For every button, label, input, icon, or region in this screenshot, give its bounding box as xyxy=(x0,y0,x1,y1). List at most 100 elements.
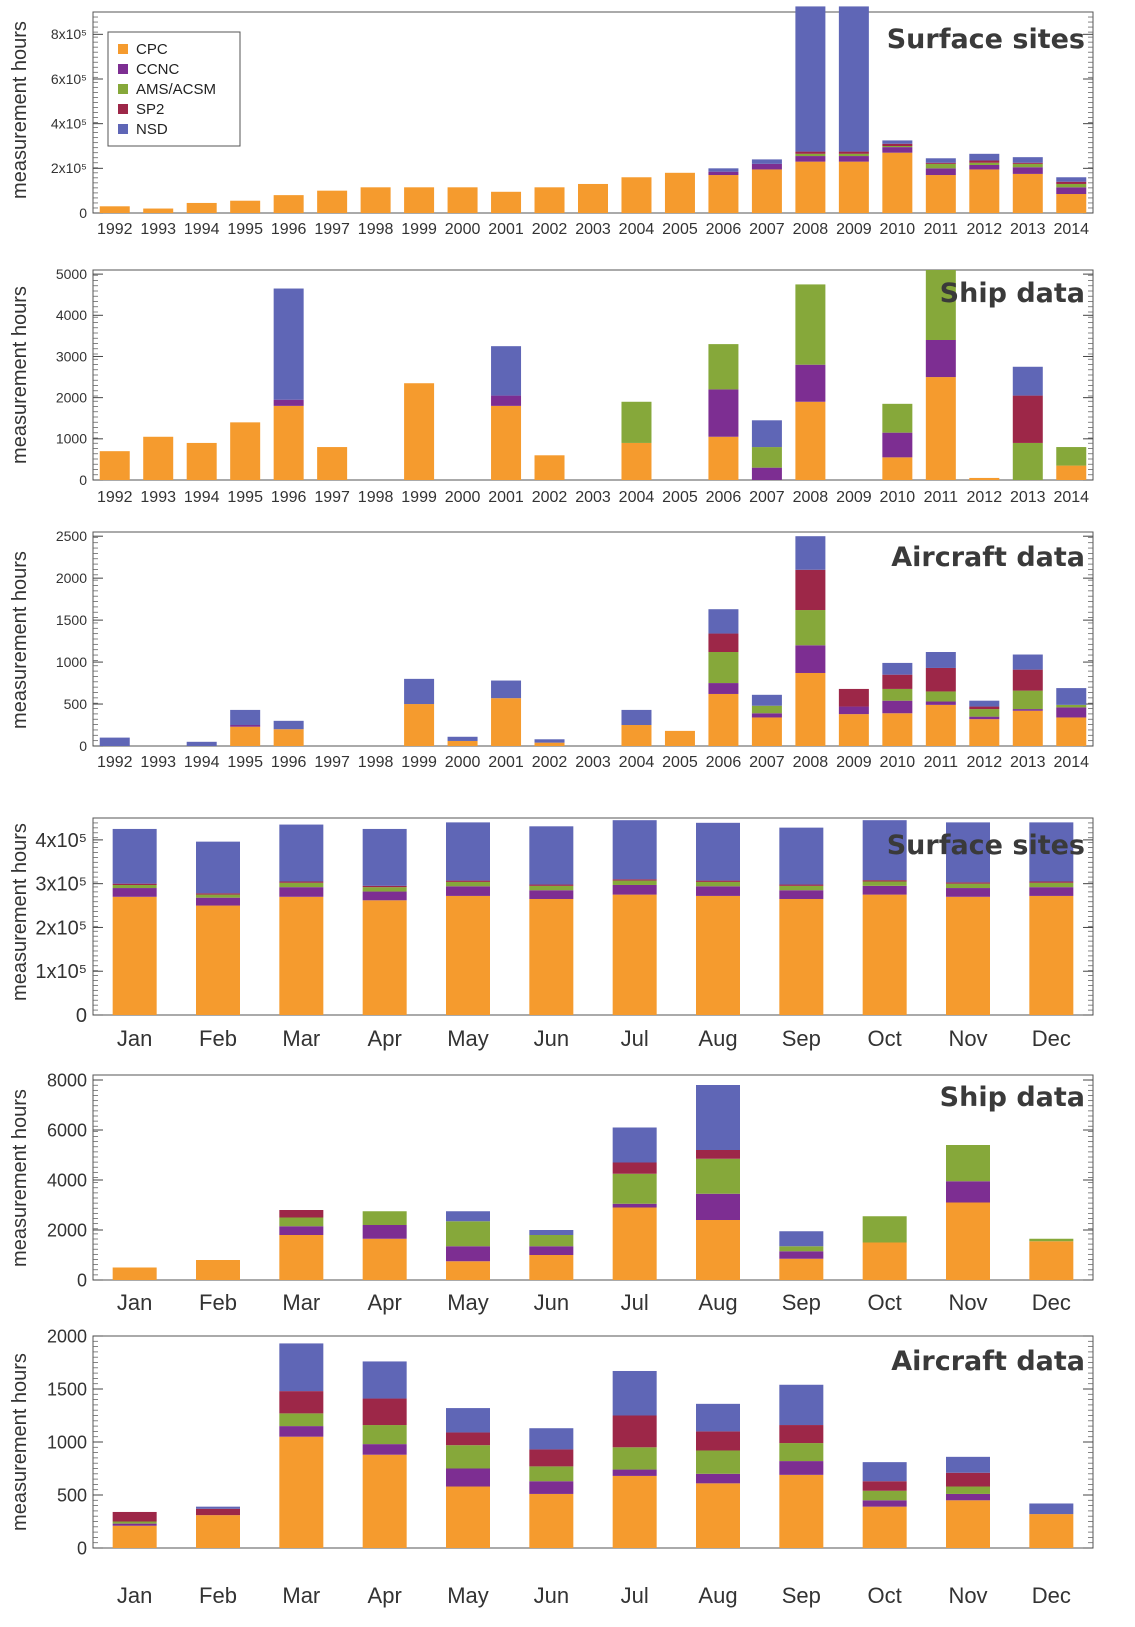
bar-cpc-jun xyxy=(529,898,574,1015)
bar-ccnc-mar xyxy=(279,1426,324,1437)
x-tick-label: 1999 xyxy=(401,754,437,771)
bar-ams-acsm-2010 xyxy=(882,688,913,701)
x-tick-label: 2010 xyxy=(880,489,916,506)
y-tick-label: 6000 xyxy=(47,1120,87,1140)
legend-entry: SP2 xyxy=(136,101,164,118)
bar-ams-acsm-may xyxy=(446,1445,490,1469)
bar-cpc-jan xyxy=(112,896,157,1015)
bar-sp2-2008 xyxy=(795,569,826,611)
bar-cpc-1992 xyxy=(99,206,130,213)
bar-cpc-2008 xyxy=(795,401,826,480)
bar-cpc-dec xyxy=(1029,1514,1074,1548)
x-tick-label: 2014 xyxy=(1053,489,1089,506)
legend-entry: CPC xyxy=(136,41,168,58)
bar-cpc-2004 xyxy=(621,442,652,480)
x-tick-label: 2009 xyxy=(836,221,872,238)
bar-nsd-2012 xyxy=(969,700,1000,707)
bar-cpc-jul xyxy=(612,894,657,1015)
x-tick-label: 2008 xyxy=(793,221,829,238)
x-tick-label: 1992 xyxy=(97,754,133,771)
x-tick-label: Mar xyxy=(282,1583,320,1608)
x-tick-label: 2011 xyxy=(924,489,959,506)
bar-nsd-1996 xyxy=(273,720,304,730)
bar-nsd-jul xyxy=(612,820,657,880)
bar-sp2-aug xyxy=(696,1431,740,1451)
y-tick-label: 2000 xyxy=(47,1326,87,1346)
bar-nsd-aug xyxy=(696,822,740,881)
bar-ccnc-dec xyxy=(1029,887,1074,896)
bar-ams-acsm-dec xyxy=(1029,882,1074,888)
plot-frame xyxy=(92,817,1094,1016)
bar-cpc-2011 xyxy=(925,175,956,213)
bar-nsd-feb xyxy=(196,1506,240,1509)
bar-cpc-1992 xyxy=(99,451,130,480)
bar-ccnc-may xyxy=(446,886,490,896)
bar-nsd-1992 xyxy=(99,737,130,746)
y-tick-label: 8000 xyxy=(47,1070,87,1090)
y-tick-label: 4x10⁵ xyxy=(51,116,87,132)
bar-sp2-apr xyxy=(362,885,407,888)
bar-ccnc-2010 xyxy=(882,432,913,458)
bar-sp2-jul xyxy=(612,879,657,881)
bar-nsd-2012 xyxy=(969,153,1000,161)
bar-cpc-2014 xyxy=(1056,194,1087,213)
x-tick-label: 1992 xyxy=(97,489,133,506)
x-tick-label: 2000 xyxy=(445,754,481,771)
x-tick-label: Mar xyxy=(282,1290,320,1315)
x-tick-label: 2010 xyxy=(880,754,916,771)
bar-cpc-apr xyxy=(362,1238,407,1280)
bar-sp2-2008 xyxy=(795,151,826,154)
bar-cpc-2002 xyxy=(534,742,565,746)
bar-ccnc-2011 xyxy=(925,340,956,378)
bar-sp2-mar xyxy=(279,1391,324,1414)
bar-ams-acsm-2012 xyxy=(969,709,1000,717)
y-axis-label: measurement hours xyxy=(9,286,31,464)
x-tick-label: Oct xyxy=(868,1583,902,1608)
bar-cpc-1993 xyxy=(143,436,174,480)
bar-ams-acsm-sep xyxy=(779,1443,824,1462)
bar-cpc-feb xyxy=(196,1515,240,1548)
bar-ams-acsm-2011 xyxy=(925,691,956,702)
bar-ccnc-2013 xyxy=(1012,167,1043,174)
bar-ams-acsm-feb xyxy=(196,894,240,898)
panel-4: 0 1x10⁵ 2x10⁵ 3x10⁵ 4x10⁵ Jan Feb Mar Apr May Jun J… xyxy=(9,817,1094,1051)
bar-cpc-may xyxy=(446,895,490,1015)
bar-cpc-aug xyxy=(696,895,740,1015)
x-tick-label: Jun xyxy=(534,1026,569,1051)
y-tick-label: 4000 xyxy=(56,307,87,323)
bar-ams-acsm-jul xyxy=(612,880,657,885)
x-tick-label: 2002 xyxy=(532,221,568,238)
y-tick-label: 2000 xyxy=(56,570,87,586)
bar-ams-acsm-aug xyxy=(696,1450,740,1474)
y-tick-label: 2x10⁵ xyxy=(35,917,87,939)
bar-sp2-mar xyxy=(279,881,324,883)
bar-ccnc-2012 xyxy=(969,164,1000,170)
bar-sp2-2012 xyxy=(969,160,1000,163)
y-tick-label: 2x10⁵ xyxy=(51,160,87,176)
bar-nsd-2001 xyxy=(491,346,522,396)
x-tick-label: 1992 xyxy=(97,221,133,238)
panel-title: Surface sites xyxy=(887,830,1085,861)
bar-cpc-1995 xyxy=(230,200,261,213)
x-tick-label: 2014 xyxy=(1053,754,1089,771)
bar-ams-acsm-2006 xyxy=(708,652,739,684)
x-tick-label: May xyxy=(447,1583,489,1608)
y-tick-label: 8x10⁵ xyxy=(51,26,87,42)
bar-cpc-feb xyxy=(196,905,240,1015)
bar-ccnc-oct xyxy=(862,885,907,895)
bar-cpc-2006 xyxy=(708,436,739,480)
bar-ccnc-aug xyxy=(696,1473,740,1484)
bar-ccnc-feb xyxy=(196,897,240,906)
bar-cpc-oct xyxy=(862,1506,907,1548)
bar-ccnc-2011 xyxy=(925,701,956,705)
x-tick-label: 2011 xyxy=(924,754,959,771)
x-tick-label: Feb xyxy=(199,1290,237,1315)
bar-ams-acsm-mar xyxy=(279,882,324,888)
bar-ams-acsm-aug xyxy=(696,881,740,887)
x-tick-label: 1997 xyxy=(314,754,350,771)
x-tick-label: 2000 xyxy=(445,221,481,238)
bar-cpc-nov xyxy=(946,1500,990,1548)
bar-ccnc-2008 xyxy=(795,156,826,162)
bar-cpc-2002 xyxy=(534,455,565,480)
